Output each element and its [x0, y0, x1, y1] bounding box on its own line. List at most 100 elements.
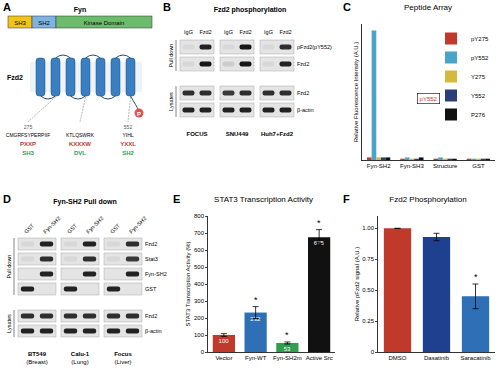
svg-text:100: 100	[194, 332, 205, 338]
svg-text:Fzd2 phosphorylation: Fzd2 phosphorylation	[214, 6, 287, 14]
svg-text:β-actin: β-actin	[145, 328, 162, 334]
svg-text:Focus: Focus	[114, 351, 132, 357]
svg-text:0: 0	[371, 349, 375, 355]
svg-text:pY552: pY552	[420, 96, 438, 102]
svg-text:BT549: BT549	[28, 351, 47, 357]
svg-text:Fyn-SH2: Fyn-SH2	[367, 163, 391, 169]
svg-text:232: 232	[250, 316, 261, 322]
svg-text:700: 700	[194, 230, 205, 236]
svg-text:IgG: IgG	[184, 29, 193, 35]
svg-text:STAT3 Transcription Activity: STAT3 Transcription Activity	[214, 195, 313, 204]
svg-text:500: 500	[194, 264, 205, 270]
svg-text:Kinase Domain: Kinase Domain	[84, 20, 125, 26]
svg-text:DMSO: DMSO	[389, 355, 407, 361]
svg-text:KTLQSWRK: KTLQSWRK	[66, 132, 95, 138]
svg-text:SH2: SH2	[38, 20, 50, 26]
svg-text:0.50: 0.50	[362, 287, 374, 293]
svg-text:pY552: pY552	[471, 55, 489, 61]
svg-text:552: 552	[124, 124, 133, 130]
svg-text:0: 0	[201, 349, 205, 355]
svg-text:(Lung): (Lung)	[71, 359, 88, 365]
svg-text:GST: GST	[23, 222, 36, 235]
svg-text:Fzd2 Phosphorylation: Fzd2 Phosphorylation	[389, 195, 466, 204]
svg-text:Stat3: Stat3	[145, 256, 158, 262]
svg-text:400: 400	[194, 281, 205, 287]
svg-text:GST: GST	[66, 222, 79, 235]
svg-text:Fzd2: Fzd2	[279, 29, 291, 35]
svg-text:0.75: 0.75	[362, 256, 374, 262]
svg-text:Huh7+Fzd2: Huh7+Fzd2	[261, 131, 294, 137]
svg-text:Fzd2: Fzd2	[297, 90, 309, 96]
svg-text:Fzd2: Fzd2	[199, 29, 211, 35]
svg-text:FOCUS: FOCUS	[187, 131, 208, 137]
svg-text:Relative pFzd2 signal (A.U.): Relative pFzd2 signal (A.U.)	[354, 247, 360, 322]
svg-text:*: *	[474, 272, 478, 282]
svg-text:*: *	[317, 218, 321, 228]
svg-text:Fzd2: Fzd2	[239, 29, 251, 35]
svg-text:SNU449: SNU449	[226, 131, 249, 137]
svg-text:CMGRFSYPERPIIF: CMGRFSYPERPIIF	[6, 132, 50, 138]
svg-text:53: 53	[284, 346, 291, 352]
svg-text:GST: GST	[145, 286, 157, 292]
svg-text:(Liver): (Liver)	[114, 359, 131, 365]
svg-text:Pull down: Pull down	[6, 255, 12, 279]
svg-text:Y552: Y552	[471, 93, 486, 99]
svg-text:*: *	[254, 295, 258, 305]
svg-text:Fzd2: Fzd2	[145, 313, 157, 319]
svg-text:pFzd2(pY552): pFzd2(pY552)	[297, 44, 332, 50]
svg-text:SH3: SH3	[22, 150, 34, 156]
svg-text:YXXL: YXXL	[120, 141, 136, 147]
svg-text:Pull down: Pull down	[168, 44, 174, 68]
svg-text:Peptide Array: Peptide Array	[404, 3, 452, 12]
svg-text:1.00: 1.00	[362, 225, 374, 231]
svg-text:275: 275	[24, 124, 33, 130]
svg-text:P: P	[137, 111, 141, 117]
html-text:A: A	[3, 1, 11, 13]
svg-text:Calu-1: Calu-1	[71, 351, 90, 357]
svg-text:PXXP: PXXP	[20, 141, 36, 147]
svg-text:Fyn-SH2: Fyn-SH2	[42, 215, 62, 235]
svg-text:(Breast): (Breast)	[26, 359, 47, 365]
svg-text:β-actin: β-actin	[297, 107, 314, 113]
svg-text:pY275: pY275	[471, 36, 489, 42]
svg-text:STAT3 Transcription Activity (: STAT3 Transcription Activity (%)	[185, 241, 191, 326]
svg-text:DVL: DVL	[74, 150, 86, 156]
svg-text:Dasatinib: Dasatinib	[424, 355, 450, 361]
svg-text:800: 800	[194, 213, 205, 219]
svg-text:IgG: IgG	[264, 29, 273, 35]
svg-text:Active Src: Active Src	[306, 355, 333, 361]
svg-text:P276: P276	[471, 112, 486, 118]
svg-text:Fyn-SH2 Pull down: Fyn-SH2 Pull down	[53, 198, 116, 206]
svg-text:675: 675	[314, 240, 325, 246]
svg-text:Y275: Y275	[471, 74, 486, 80]
svg-text:600: 600	[194, 247, 205, 253]
svg-text:KXXXW: KXXXW	[69, 141, 91, 147]
svg-text:100: 100	[219, 338, 230, 344]
svg-text:GST: GST	[109, 222, 122, 235]
svg-text:Structure: Structure	[433, 163, 458, 169]
svg-text:Fyn-SH2: Fyn-SH2	[85, 215, 105, 235]
svg-text:*: *	[285, 330, 289, 340]
svg-text:Vector: Vector	[215, 355, 232, 361]
svg-text:Relative Fluorescence Intensit: Relative Fluorescence Intensity (A.U.)	[353, 42, 359, 143]
svg-text:Fyn-SH2m: Fyn-SH2m	[273, 355, 302, 361]
svg-text:SH3: SH3	[14, 20, 26, 26]
svg-text:GST: GST	[472, 163, 485, 169]
svg-text:Fyn-SH2: Fyn-SH2	[145, 271, 167, 277]
svg-text:Fzd2: Fzd2	[297, 61, 309, 67]
svg-text:SH2: SH2	[122, 150, 134, 156]
svg-text:200: 200	[194, 315, 205, 321]
svg-text:Fzd2: Fzd2	[7, 74, 23, 81]
svg-text:Fyn-WT: Fyn-WT	[245, 355, 267, 361]
svg-text:Fyn: Fyn	[74, 6, 86, 14]
svg-text:Fzd2: Fzd2	[145, 241, 157, 247]
svg-text:Fyn-SH2: Fyn-SH2	[128, 215, 148, 235]
svg-text:0.25: 0.25	[362, 318, 374, 324]
svg-text:300: 300	[194, 298, 205, 304]
svg-text:Lysates: Lysates	[6, 314, 12, 333]
svg-text:Fyn-SH3: Fyn-SH3	[400, 163, 424, 169]
svg-text:Lysates: Lysates	[168, 92, 174, 111]
svg-text:Saracatinib: Saracatinib	[460, 355, 491, 361]
svg-text:IgG: IgG	[224, 29, 233, 35]
svg-text:YIHL: YIHL	[122, 132, 133, 138]
